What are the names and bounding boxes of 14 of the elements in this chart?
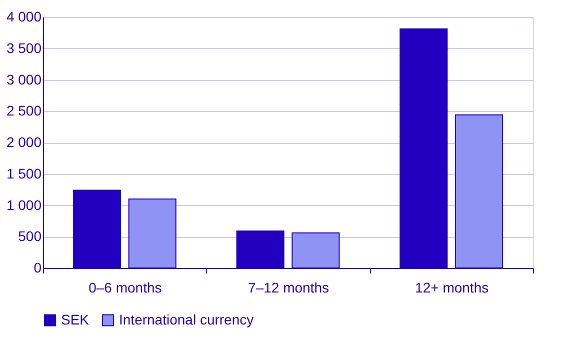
x-tick-label: 12+ months xyxy=(415,280,489,296)
x-tick-label: 7–12 months xyxy=(248,280,329,296)
x-tick-label: 0–6 months xyxy=(88,280,162,296)
y-tick-label: 3 000 xyxy=(6,71,42,88)
y-tick-label: 4 000 xyxy=(6,8,42,24)
y-tick-label: 0 xyxy=(34,260,42,276)
y-tick-label: 3 500 xyxy=(6,40,42,56)
y-tick-label: 2 500 xyxy=(6,102,42,119)
y-tick-label: 1 500 xyxy=(6,165,42,182)
y-tick-label: 2 000 xyxy=(6,134,42,150)
legend-label: SEK xyxy=(61,311,90,328)
y-tick-label: 500 xyxy=(18,228,42,244)
y-tick-label: 1 000 xyxy=(6,196,42,213)
legend-label: International currency xyxy=(119,311,254,328)
